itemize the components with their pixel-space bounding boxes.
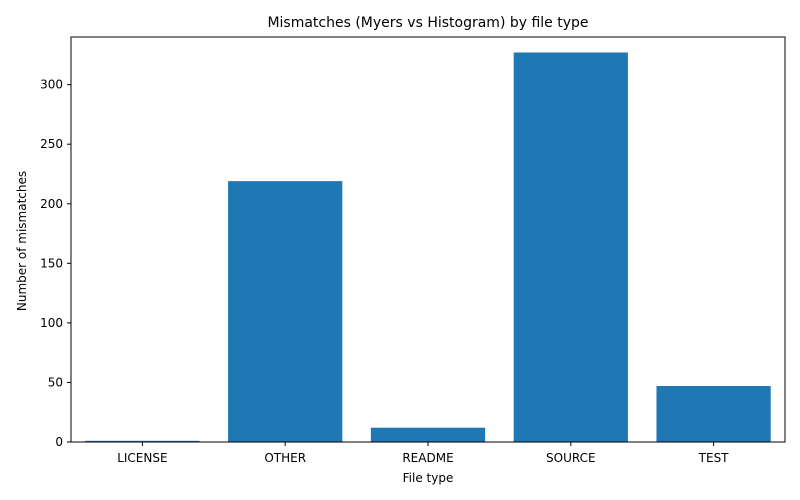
x-tick-label: SOURCE <box>546 451 596 465</box>
plot-frame <box>70 36 786 443</box>
bars-group <box>85 52 771 443</box>
y-tick-label: 300 <box>40 78 63 92</box>
y-tick-label: 100 <box>40 316 63 330</box>
y-axis-label: Number of mismatches <box>15 171 29 311</box>
bar-readme <box>370 427 486 442</box>
bar-test <box>656 386 771 442</box>
x-axis-ticks: LICENSE OTHER README SOURCE TEST <box>117 442 729 465</box>
y-tick-label: 50 <box>48 375 63 389</box>
bar-license <box>85 440 200 442</box>
x-tick-label: TEST <box>698 451 730 465</box>
y-tick-label: 150 <box>40 256 63 270</box>
x-axis-label: File type <box>403 471 454 485</box>
y-tick-label: 0 <box>55 435 63 449</box>
y-tick-label: 200 <box>40 197 63 211</box>
bar-source <box>513 52 628 443</box>
bar-other <box>228 181 343 442</box>
x-tick-label: README <box>402 451 453 465</box>
y-axis-ticks: 0 50 100 150 200 250 300 <box>40 78 71 449</box>
x-tick-label: OTHER <box>264 451 306 465</box>
x-tick-label: LICENSE <box>117 451 167 465</box>
chart-title: Mismatches (Myers vs Histogram) by file … <box>267 15 588 31</box>
y-tick-label: 250 <box>40 137 63 151</box>
